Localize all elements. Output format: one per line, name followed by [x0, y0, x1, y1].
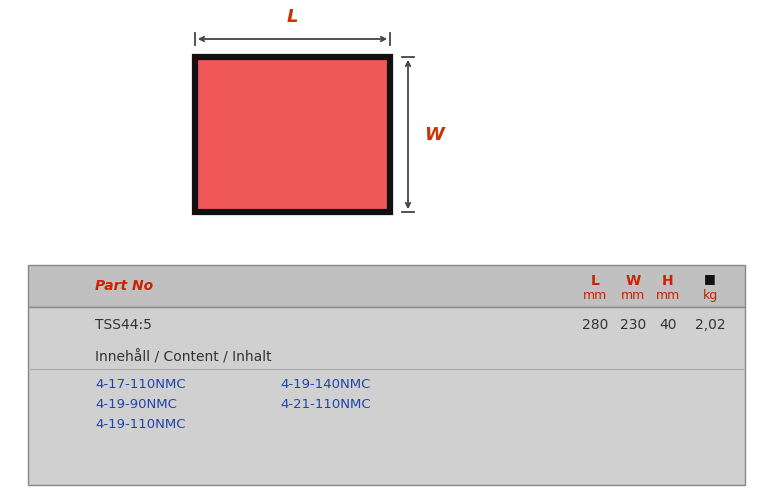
- Text: mm: mm: [583, 289, 607, 302]
- Text: 230: 230: [620, 318, 646, 332]
- Text: H: H: [662, 274, 674, 288]
- Text: L: L: [591, 274, 599, 288]
- Text: 4-19-110NMC: 4-19-110NMC: [95, 418, 186, 431]
- Text: TSS44:5: TSS44:5: [95, 318, 152, 332]
- Text: kg: kg: [703, 289, 717, 302]
- Text: mm: mm: [621, 289, 645, 302]
- Text: 4-19-90NMC: 4-19-90NMC: [95, 399, 177, 412]
- Text: 4-17-110NMC: 4-17-110NMC: [95, 379, 186, 392]
- Bar: [195, 57, 390, 212]
- Text: ■: ■: [704, 272, 716, 285]
- Text: W: W: [424, 126, 444, 144]
- Text: mm: mm: [656, 289, 680, 302]
- Text: 4-21-110NMC: 4-21-110NMC: [280, 399, 370, 412]
- Text: 280: 280: [582, 318, 608, 332]
- Text: L: L: [287, 8, 298, 26]
- Text: Part No: Part No: [95, 279, 153, 293]
- Text: 2,02: 2,02: [695, 318, 725, 332]
- Text: W: W: [625, 274, 641, 288]
- Text: 40: 40: [659, 318, 676, 332]
- Text: 4-19-140NMC: 4-19-140NMC: [280, 379, 370, 392]
- Text: Innehåll / Content / Inhalt: Innehåll / Content / Inhalt: [95, 350, 271, 364]
- Bar: [28, 307, 745, 485]
- Bar: [28, 265, 745, 307]
